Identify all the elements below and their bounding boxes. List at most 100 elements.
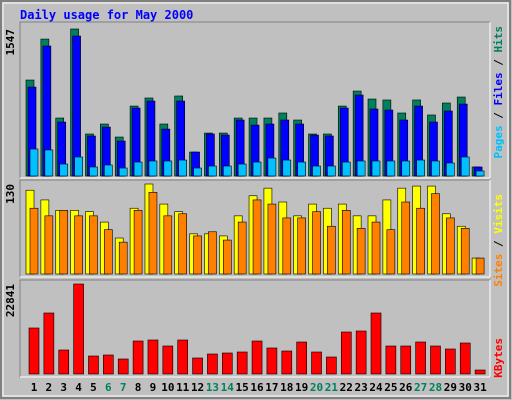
x-tick-label: 24 <box>369 381 383 394</box>
bar <box>311 351 322 375</box>
bar <box>193 235 202 275</box>
bar <box>416 159 425 177</box>
y-tick-label: 22841 <box>4 284 17 317</box>
bar <box>312 211 321 275</box>
x-tick-label: 4 <box>75 381 82 394</box>
bar <box>133 210 143 275</box>
bar <box>386 229 396 275</box>
legend-entry: Sites <box>492 254 505 287</box>
bar <box>44 215 54 275</box>
bar <box>29 207 39 275</box>
bar <box>89 215 98 275</box>
bar <box>237 163 247 177</box>
bar <box>118 167 128 177</box>
bar <box>266 347 278 375</box>
bar <box>148 160 158 177</box>
legend-entry: Visits <box>492 194 505 234</box>
x-tick-label: 28 <box>429 381 442 394</box>
x-tick-label: 21 <box>325 381 339 394</box>
x-tick-label: 29 <box>444 381 457 394</box>
bar <box>178 159 187 177</box>
bar <box>73 283 84 375</box>
x-tick-label: 2 <box>46 381 53 394</box>
bar <box>252 199 262 275</box>
bar <box>192 357 203 375</box>
x-tick-label: 16 <box>250 381 264 394</box>
bar <box>193 167 202 177</box>
bar <box>400 345 412 375</box>
bar <box>223 239 232 275</box>
bar <box>251 340 263 375</box>
bar <box>267 157 277 177</box>
bar <box>58 349 70 375</box>
bar <box>340 331 352 375</box>
x-tick-label: 26 <box>399 381 413 394</box>
bar <box>326 356 337 375</box>
bar <box>327 225 336 275</box>
bar <box>44 149 54 177</box>
bar <box>59 163 69 177</box>
bar <box>74 215 83 275</box>
bar <box>59 210 69 275</box>
y-tick-label: 1547 <box>4 29 17 56</box>
bar <box>445 348 456 375</box>
x-tick-label: 19 <box>295 381 308 394</box>
bar <box>207 353 218 375</box>
bar <box>416 207 425 275</box>
y-tick-label: 130 <box>4 184 17 204</box>
x-tick-label: 25 <box>384 381 397 394</box>
frame-inner <box>2 2 509 397</box>
bar <box>356 160 366 177</box>
bar <box>446 217 455 275</box>
bar <box>74 156 83 177</box>
legend-entry: Files <box>492 72 505 105</box>
bar <box>103 354 114 375</box>
bar <box>370 312 382 375</box>
x-tick-label: 27 <box>414 381 427 394</box>
bar <box>341 210 351 275</box>
x-tick-label: 23 <box>355 381 368 394</box>
bar <box>460 228 470 275</box>
x-tick-label: 5 <box>90 381 97 394</box>
bar <box>104 229 113 275</box>
bar <box>89 166 98 177</box>
bar <box>385 345 397 375</box>
bar <box>459 342 471 375</box>
bar <box>267 203 277 275</box>
x-tick-label: 7 <box>120 381 127 394</box>
legend-separator: / <box>492 53 505 73</box>
bar <box>475 170 485 177</box>
legend-entry: Pages <box>492 125 505 158</box>
x-tick-label: 20 <box>310 381 323 394</box>
bar <box>236 351 248 375</box>
x-tick-label: 8 <box>135 381 142 394</box>
bar <box>88 355 99 375</box>
bar <box>282 159 292 177</box>
bar <box>371 160 381 177</box>
bar <box>312 165 321 177</box>
bar <box>72 35 81 177</box>
bar <box>327 165 336 177</box>
bar <box>148 192 158 275</box>
x-tick-label: 15 <box>236 381 249 394</box>
bar <box>223 165 232 177</box>
x-tick-label: 1 <box>31 381 38 394</box>
x-tick-label: 13 <box>206 381 219 394</box>
bar <box>296 341 307 375</box>
bar <box>104 164 113 177</box>
legend-entry: Hits <box>492 26 505 53</box>
legend-separator: / <box>492 234 505 254</box>
bar <box>163 215 173 275</box>
x-tick-label: 9 <box>150 381 157 394</box>
x-tick-label: 22 <box>340 381 353 394</box>
bar <box>430 345 441 375</box>
bar <box>252 161 262 177</box>
legend: Pages / Files / Hits <box>492 26 505 159</box>
x-tick-label: 6 <box>105 381 112 394</box>
chart-title: Daily usage for May 2000 <box>20 8 193 22</box>
bar <box>401 201 411 275</box>
bar <box>133 161 143 177</box>
legend: KBytes <box>492 338 505 378</box>
